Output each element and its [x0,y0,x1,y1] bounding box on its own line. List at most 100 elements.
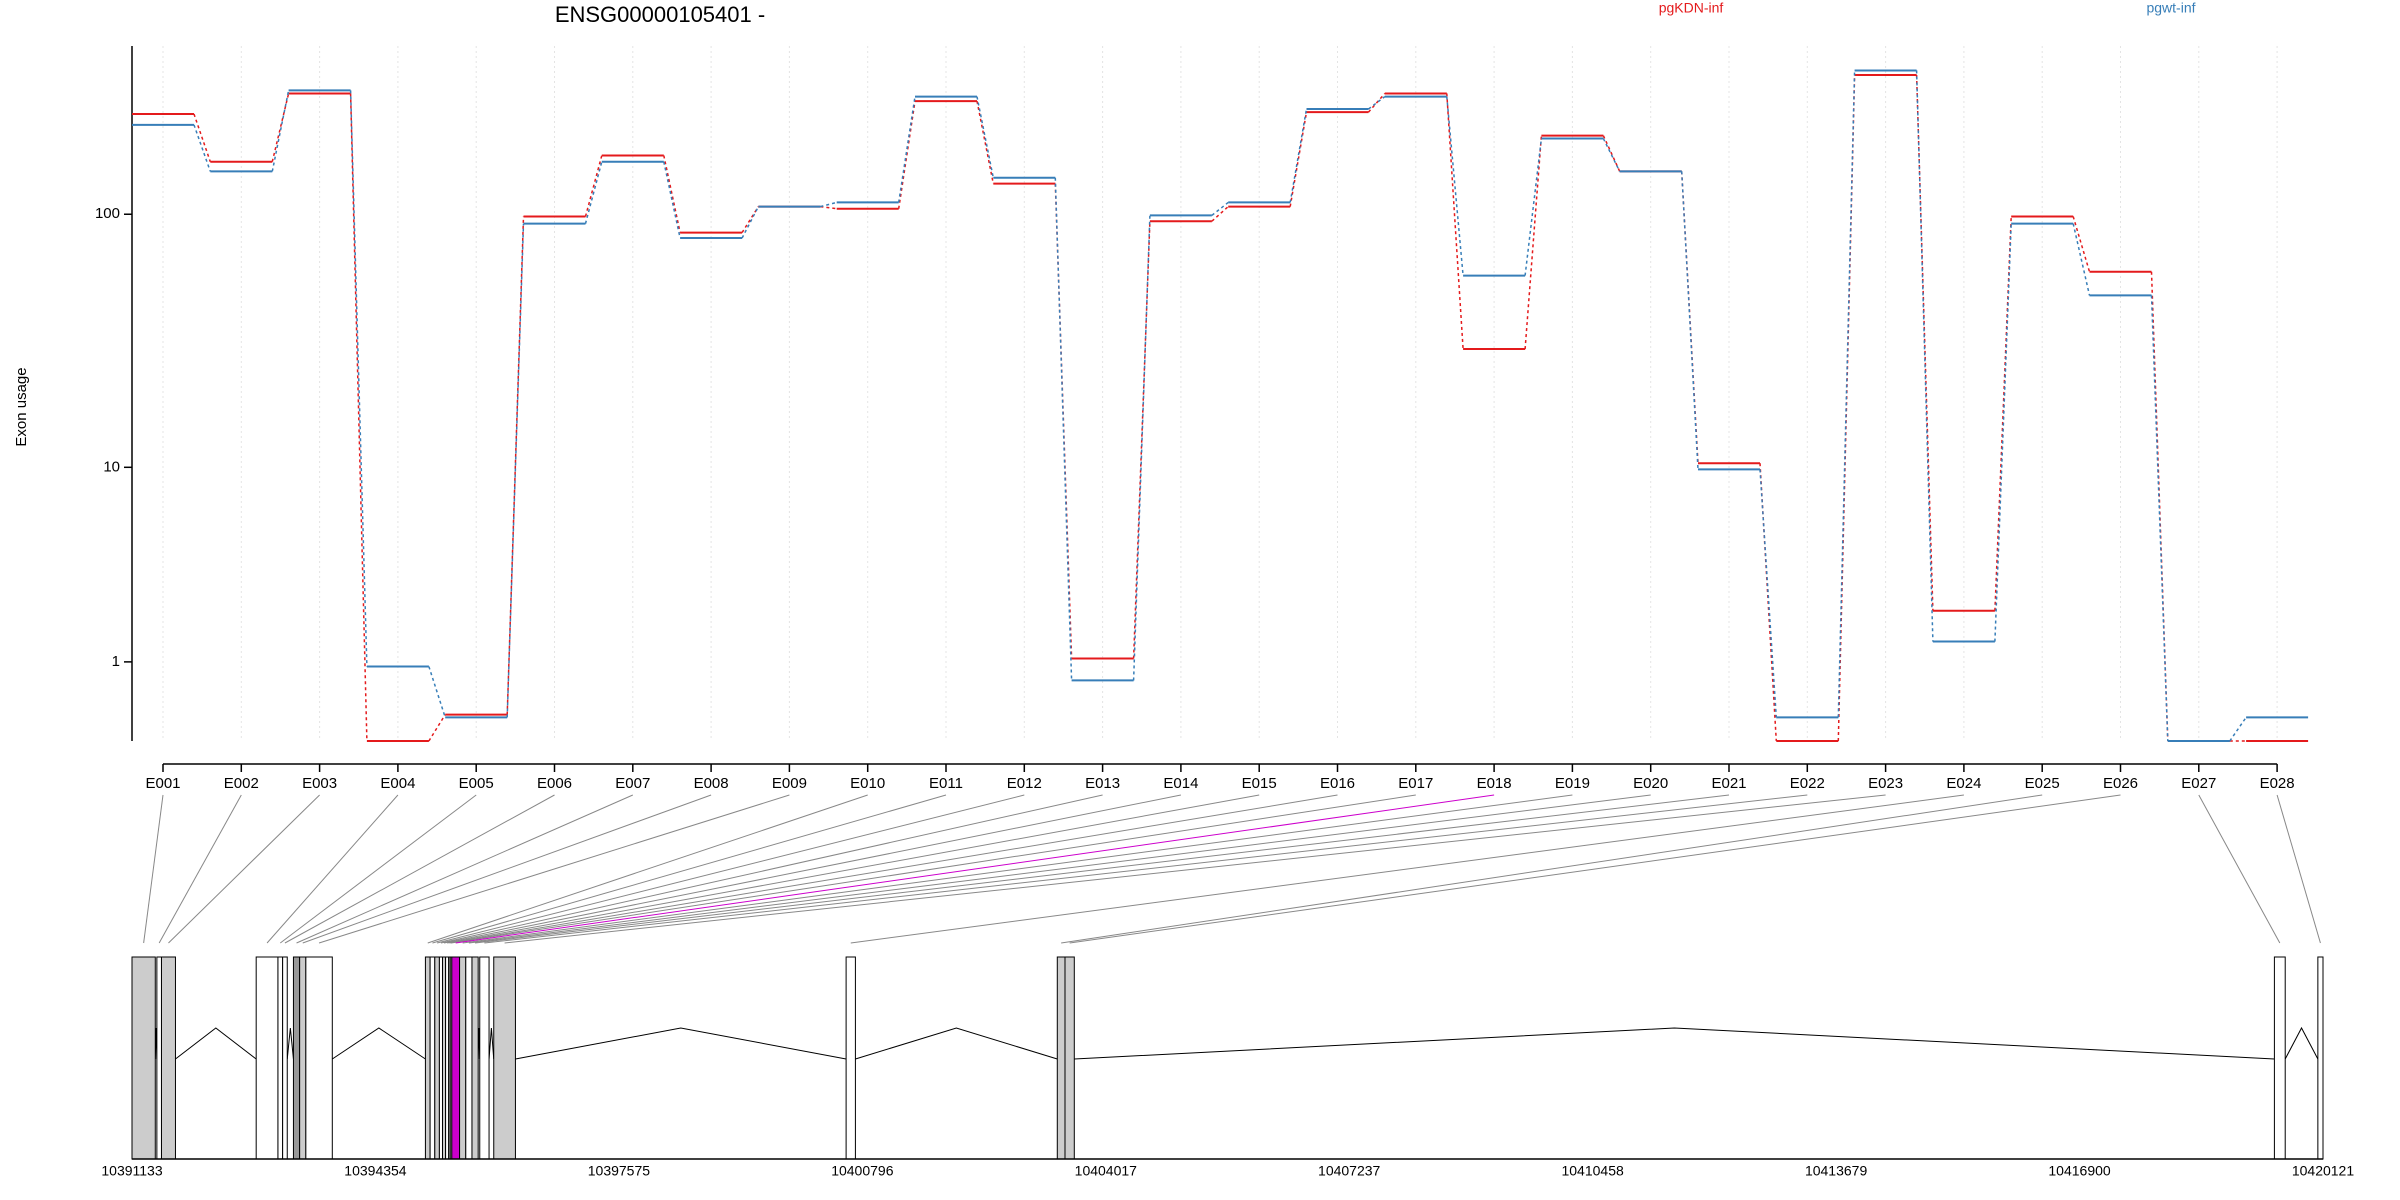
usage-connector [2229,716,2247,742]
exon-link [1061,794,2043,944]
usage-connector [897,96,916,203]
x-tick-label: E001 [145,775,180,792]
x-tick-label: E023 [1868,775,1903,792]
usage-connector [193,124,212,172]
x-tick-label: E028 [2260,775,2295,792]
genomic-tick-label: 10416900 [2048,1163,2111,1179]
x-tick-label: E019 [1555,775,1590,792]
usage-connector [584,155,603,217]
usage-connector [271,90,290,172]
intron [332,1027,426,1060]
x-tick-label: E007 [615,775,650,792]
exon-link [449,794,1338,944]
exon-link [504,794,1886,944]
usage-connector [2072,223,2091,296]
exon-box [434,956,440,1160]
exon-link [436,794,1025,944]
genomic-tick-label: 10420121 [2292,1163,2355,1179]
exon-box [424,956,431,1160]
y-tick-label: 1 [112,653,120,670]
usage-connector [820,205,837,210]
exon-link [296,794,634,944]
x-tick-label: E021 [1711,775,1746,792]
x-tick-label: E025 [2025,775,2060,792]
x-tick-label: E012 [1007,775,1042,792]
x-tick-label: E013 [1085,775,1120,792]
genomic-tick-label: 10391133 [101,1163,162,1179]
exon-box [429,956,436,1160]
x-tick-label: E020 [1633,775,1668,792]
exon-box [2273,956,2286,1160]
usage-connector [1994,223,2012,642]
exon-box [459,956,467,1160]
exon-link [158,794,242,944]
exon-box [156,956,162,1160]
x-tick-label: E003 [302,775,337,792]
y-tick-label: 100 [95,205,120,222]
intron [1074,1027,2275,1060]
usage-connector [428,666,446,718]
x-tick-label: E015 [1242,775,1277,792]
x-tick-label: E014 [1163,775,1198,792]
x-tick-label: E006 [537,775,572,792]
exon-box [160,956,176,1160]
exon-box [471,956,479,1160]
exon-box [282,956,288,1160]
exon-link [462,794,1573,944]
usage-connector [1367,92,1386,113]
intron [175,1027,257,1060]
exon-link [443,794,1181,944]
usage-connector [2150,295,2169,742]
x-tick-label: E026 [2103,775,2138,792]
usage-connector [428,714,446,742]
usage-connector [584,161,603,224]
exon-link [468,794,1651,944]
genomic-tick-label: 10400796 [831,1163,894,1179]
usage-connector [976,101,995,184]
usage-connector [1289,112,1308,207]
usage-connector [1602,138,1621,172]
exon-link [318,794,790,944]
intron [515,1027,847,1060]
genomic-tick-label: 10413679 [1805,1163,1868,1179]
exon-box [277,956,284,1160]
x-tick-label: E004 [380,775,415,792]
exon-link [1069,794,2121,944]
usage-connector [193,113,212,162]
x-tick-label: E008 [694,775,729,792]
exon-link [484,794,1808,944]
exon-box [465,956,473,1160]
x-tick-label: E005 [459,775,494,792]
x-tick-label: E018 [1477,775,1512,792]
x-tick-label: E027 [2181,775,2216,792]
x-tick-label: E010 [850,775,885,792]
x-tick-label: E016 [1320,775,1355,792]
exon-link [168,794,320,944]
intron [855,1027,1058,1060]
genomic-tick-label: 10404017 [1075,1163,1138,1179]
exon-box [305,956,333,1160]
usage-connector [1446,96,1464,276]
exon-box [2317,956,2324,1160]
usage-connector [1446,93,1464,350]
x-tick-label: E002 [224,775,259,792]
usage-connector [1054,177,1073,681]
exon-link [302,794,712,944]
exon-link [455,794,1495,944]
y-tick-label: 10 [103,458,120,475]
exon-box [1064,956,1075,1160]
usage-connector [1837,70,1856,718]
exon-box [1056,956,1066,1160]
intron [488,1027,495,1060]
exon-link [266,794,399,944]
exon-link [475,794,1730,944]
exon-box [479,956,490,1160]
exon-link [279,794,477,944]
exon-link [447,794,1260,944]
chart-title: ENSG00000105401 - [555,2,765,27]
usage-connector [349,93,368,742]
genomic-tick-label: 10407237 [1318,1163,1381,1179]
usage-connector [976,96,995,178]
x-tick-label: E022 [1790,775,1825,792]
